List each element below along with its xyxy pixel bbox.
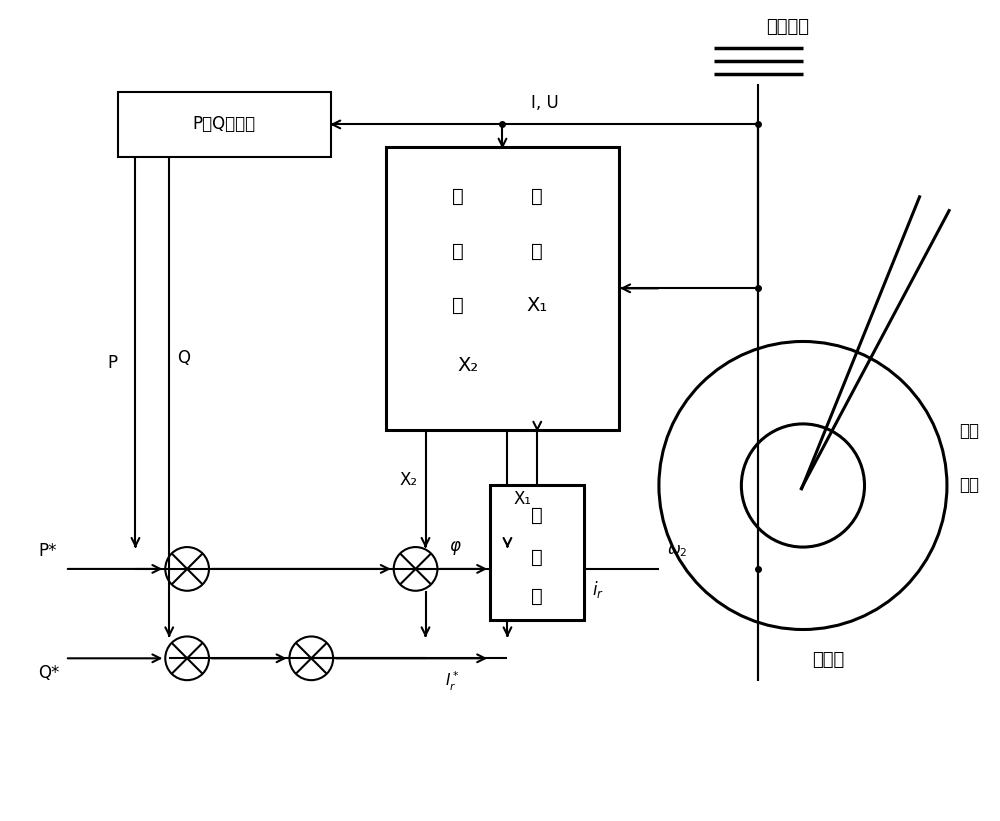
Text: I, U: I, U	[531, 94, 559, 112]
Text: 变: 变	[531, 506, 543, 525]
Text: $\varphi$: $\varphi$	[449, 539, 462, 557]
Text: X₂: X₂	[457, 355, 478, 375]
Text: 转子: 转子	[959, 422, 979, 440]
Text: 磁: 磁	[452, 241, 464, 260]
Text: X₂: X₂	[399, 470, 418, 488]
Bar	[490, 485, 584, 620]
Text: Q: Q	[177, 349, 190, 367]
Text: 位置: 位置	[959, 476, 979, 494]
Text: X₁: X₁	[527, 296, 548, 315]
Text: 锁: 锁	[531, 241, 543, 260]
Text: 流: 流	[531, 548, 543, 566]
Text: P、Q値计算: P、Q値计算	[193, 116, 256, 134]
Text: 三相电网: 三相电网	[767, 17, 810, 35]
Text: X₁: X₁	[513, 490, 531, 508]
Text: Q*: Q*	[38, 664, 60, 682]
Text: 器: 器	[531, 587, 543, 606]
Text: P*: P*	[38, 542, 57, 560]
Text: P: P	[107, 354, 118, 372]
Bar	[118, 92, 331, 157]
Text: $I^*_r$: $I^*_r$	[445, 670, 460, 694]
Text: $i_r$: $i_r$	[592, 579, 604, 600]
Text: 子: 子	[531, 187, 543, 206]
Bar	[386, 147, 619, 430]
Text: 定: 定	[452, 187, 464, 206]
Text: $\omega_2$: $\omega_2$	[667, 544, 687, 559]
Text: 及: 及	[452, 296, 464, 315]
Text: 发电机: 发电机	[812, 651, 844, 669]
